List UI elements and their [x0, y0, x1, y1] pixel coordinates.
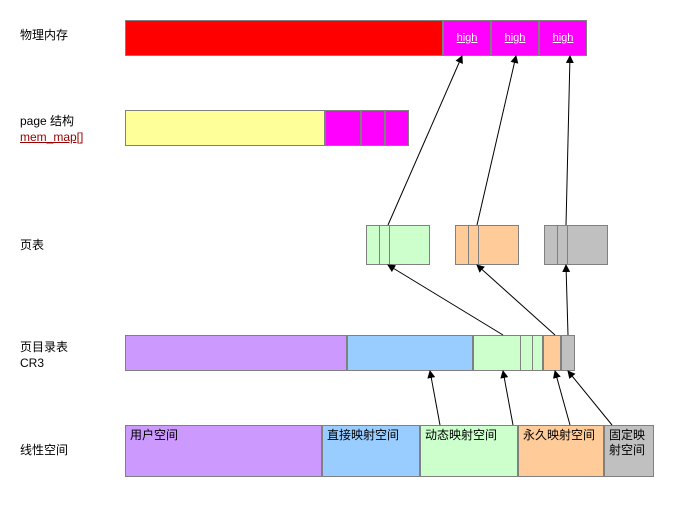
label-page-struct-l2: mem_map[]: [20, 130, 83, 144]
arrow: [388, 265, 503, 335]
label-phys-mem-text: 物理内存: [20, 28, 68, 42]
label-linear-text: 线性空间: [20, 443, 68, 457]
divider: [478, 226, 479, 264]
segment: [385, 110, 409, 146]
divider: [520, 336, 521, 370]
segment: [125, 110, 325, 146]
page-table-box: [544, 225, 608, 265]
linear-region-fixmap: 固定映射空间: [604, 425, 654, 477]
page-table-box: [366, 225, 430, 265]
segment: [347, 335, 473, 371]
label-page-struct-l1: page 结构: [20, 114, 74, 128]
label-pgd-l1: 页目录表: [20, 340, 68, 354]
linear-region-direct: 直接映射空间: [322, 425, 420, 477]
phys-high-slot: high: [443, 20, 491, 56]
label-linear: 线性空间: [20, 443, 68, 459]
label-pgd-l2: CR3: [20, 356, 44, 370]
arrow: [477, 56, 516, 225]
arrow: [430, 371, 440, 425]
divider: [379, 226, 380, 264]
arrow: [503, 371, 513, 425]
arrow: [566, 56, 570, 225]
label-page-table-text: 页表: [20, 238, 44, 252]
segment: [125, 20, 443, 56]
row-linear: 用户空间直接映射空间动态映射空间永久映射空间固定映射空间: [125, 425, 654, 477]
phys-high-slot: high: [491, 20, 539, 56]
arrow: [566, 265, 568, 335]
segment: [561, 335, 575, 371]
linear-region-kmap: 永久映射空间: [518, 425, 604, 477]
divider: [567, 226, 568, 264]
row-memmap: [125, 110, 409, 146]
arrow: [477, 265, 555, 335]
row-pgd: [125, 335, 575, 371]
linear-region-user: 用户空间: [125, 425, 322, 477]
divider: [468, 226, 469, 264]
segment: [543, 335, 561, 371]
segment: [325, 110, 361, 146]
linear-region-vmalloc: 动态映射空间: [420, 425, 518, 477]
label-pgd: 页目录表 CR3: [20, 340, 68, 371]
divider: [557, 226, 558, 264]
segment: [125, 335, 347, 371]
divider: [532, 336, 533, 370]
row-phys-mem: highhighhigh: [125, 20, 587, 56]
label-page-struct: page 结构 mem_map[]: [20, 114, 83, 145]
phys-high-slot: high: [539, 20, 587, 56]
arrow: [568, 371, 612, 425]
page-table-box: [455, 225, 519, 265]
divider: [389, 226, 390, 264]
label-phys-mem: 物理内存: [20, 28, 68, 44]
label-page-table: 页表: [20, 238, 44, 254]
segment: [361, 110, 385, 146]
arrow: [555, 371, 570, 425]
segment: [473, 335, 543, 371]
